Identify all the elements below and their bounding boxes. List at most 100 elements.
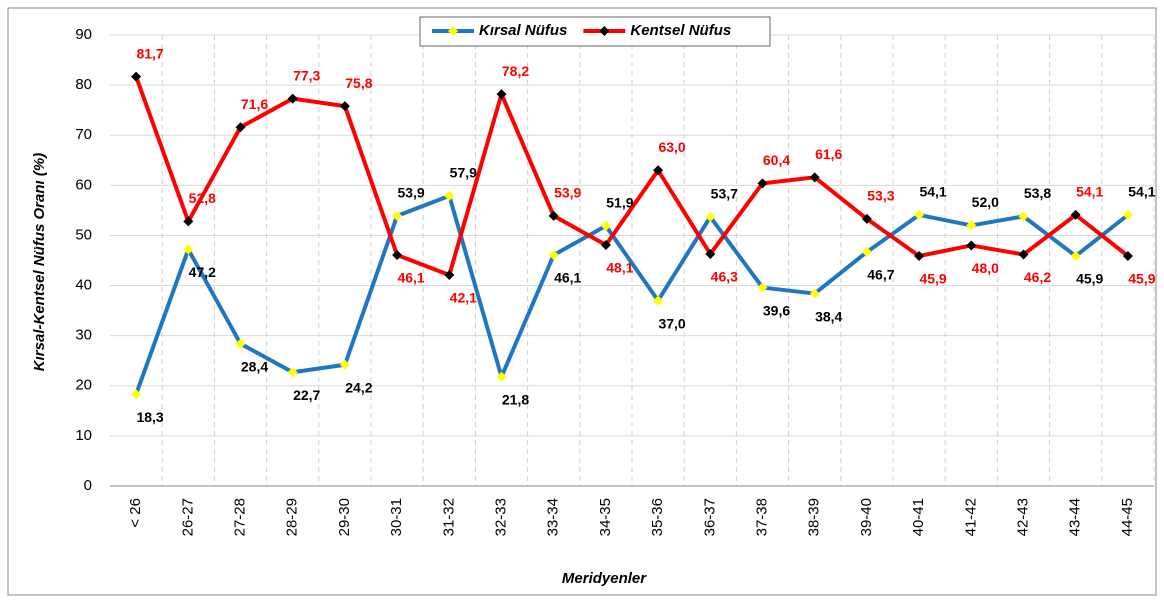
marker — [757, 178, 768, 189]
y-tick-label: 90 — [75, 26, 92, 43]
y-tick-label: 30 — [75, 327, 92, 344]
x-tick-label: 34-35 — [597, 498, 614, 536]
x-tick-label: 35-36 — [649, 498, 666, 536]
marker — [1070, 250, 1081, 261]
data-label: 37,0 — [658, 315, 685, 331]
marker — [861, 213, 872, 224]
y-tick-label: 10 — [75, 427, 92, 444]
data-label: 77,3 — [293, 67, 320, 83]
data-label: 78,2 — [502, 63, 529, 79]
x-tick-label: 29-30 — [336, 498, 353, 536]
marker — [339, 101, 350, 112]
marker — [705, 248, 716, 259]
data-label: 21,8 — [502, 391, 529, 407]
marker — [548, 249, 559, 260]
x-tick-label: 42-43 — [1014, 498, 1031, 536]
data-label: 46,2 — [1024, 269, 1051, 285]
y-tick-label: 60 — [75, 176, 92, 193]
data-label: 46,1 — [554, 270, 581, 286]
data-label: 42,1 — [450, 290, 477, 306]
marker — [548, 210, 559, 221]
y-tick-label: 20 — [75, 377, 92, 394]
data-label: 61,6 — [815, 146, 842, 162]
x-tick-label: 38-39 — [806, 498, 823, 536]
marker — [966, 220, 977, 231]
data-label: 45,9 — [1076, 271, 1103, 287]
y-tick-label: 0 — [84, 477, 92, 494]
x-tick-label: 40-41 — [910, 498, 927, 536]
marker — [287, 93, 298, 104]
series-line — [134, 75, 1130, 278]
marker — [131, 389, 142, 400]
data-label: 75,8 — [345, 75, 372, 91]
marker — [392, 249, 403, 260]
marker — [287, 367, 298, 378]
data-label: 45,9 — [1128, 271, 1155, 287]
marker — [183, 244, 194, 255]
marker — [235, 122, 246, 133]
x-tick-label: 43-44 — [1067, 498, 1084, 536]
chart-border — [7, 7, 1157, 596]
marker — [914, 209, 925, 220]
data-label: 22,7 — [293, 387, 320, 403]
data-label: 57,9 — [450, 165, 477, 181]
marker — [183, 216, 194, 227]
marker — [1018, 249, 1029, 260]
x-tick-label: < 26 — [127, 498, 144, 528]
y-tick-label: 80 — [75, 76, 92, 93]
x-tick-label: 36-37 — [701, 498, 718, 536]
data-label: 38,4 — [815, 308, 842, 324]
data-label: 53,8 — [1024, 185, 1051, 201]
data-label: 53,9 — [554, 185, 581, 201]
marker — [966, 240, 977, 251]
x-tick-label: 27-28 — [231, 498, 248, 536]
marker — [444, 270, 455, 281]
data-label: 53,7 — [711, 186, 738, 202]
marker — [496, 371, 507, 382]
marker — [600, 220, 611, 231]
data-label: 54,1 — [1076, 184, 1103, 200]
marker — [705, 211, 716, 222]
x-tick-label: 33-34 — [545, 498, 562, 536]
legend-label: Kırsal Nüfus — [479, 22, 567, 39]
marker — [1070, 209, 1081, 220]
x-tick-label: 39-40 — [858, 498, 875, 536]
data-label: 63,0 — [658, 139, 685, 155]
data-label: 45,9 — [919, 271, 946, 287]
data-label: 18,3 — [136, 409, 163, 425]
x-tick-label: 26-27 — [179, 498, 196, 536]
data-label: 28,4 — [241, 358, 268, 374]
x-tick-label: 32-33 — [492, 498, 509, 536]
marker — [235, 338, 246, 349]
data-label: 46,3 — [711, 269, 738, 285]
marker — [1122, 250, 1133, 261]
data-label: 81,7 — [136, 45, 163, 61]
marker — [444, 190, 455, 201]
data-label: 51,9 — [606, 195, 633, 211]
marker — [339, 359, 350, 370]
marker — [600, 239, 611, 250]
data-label: 48,0 — [972, 260, 999, 276]
marker — [653, 165, 664, 176]
marker — [809, 172, 820, 183]
data-label: 53,3 — [867, 188, 894, 204]
marker — [757, 282, 768, 293]
marker — [809, 288, 820, 299]
data-label: 53,9 — [397, 185, 424, 201]
x-tick-label: 28-29 — [284, 498, 301, 536]
data-label: 54,1 — [1128, 184, 1155, 200]
legend-marker — [599, 26, 610, 36]
data-label: 46,1 — [397, 270, 424, 286]
y-tick-label: 70 — [75, 126, 92, 143]
x-tick-label: 41-42 — [962, 498, 979, 536]
data-label: 24,2 — [345, 379, 372, 395]
marker — [1018, 211, 1029, 222]
marker — [131, 71, 142, 82]
marker — [914, 250, 925, 261]
data-label: 47,2 — [189, 264, 216, 280]
data-label: 46,7 — [867, 267, 894, 283]
data-label: 52,0 — [972, 194, 999, 210]
legend-marker — [448, 26, 458, 36]
legend-label: Kentsel Nüfus — [630, 22, 731, 39]
